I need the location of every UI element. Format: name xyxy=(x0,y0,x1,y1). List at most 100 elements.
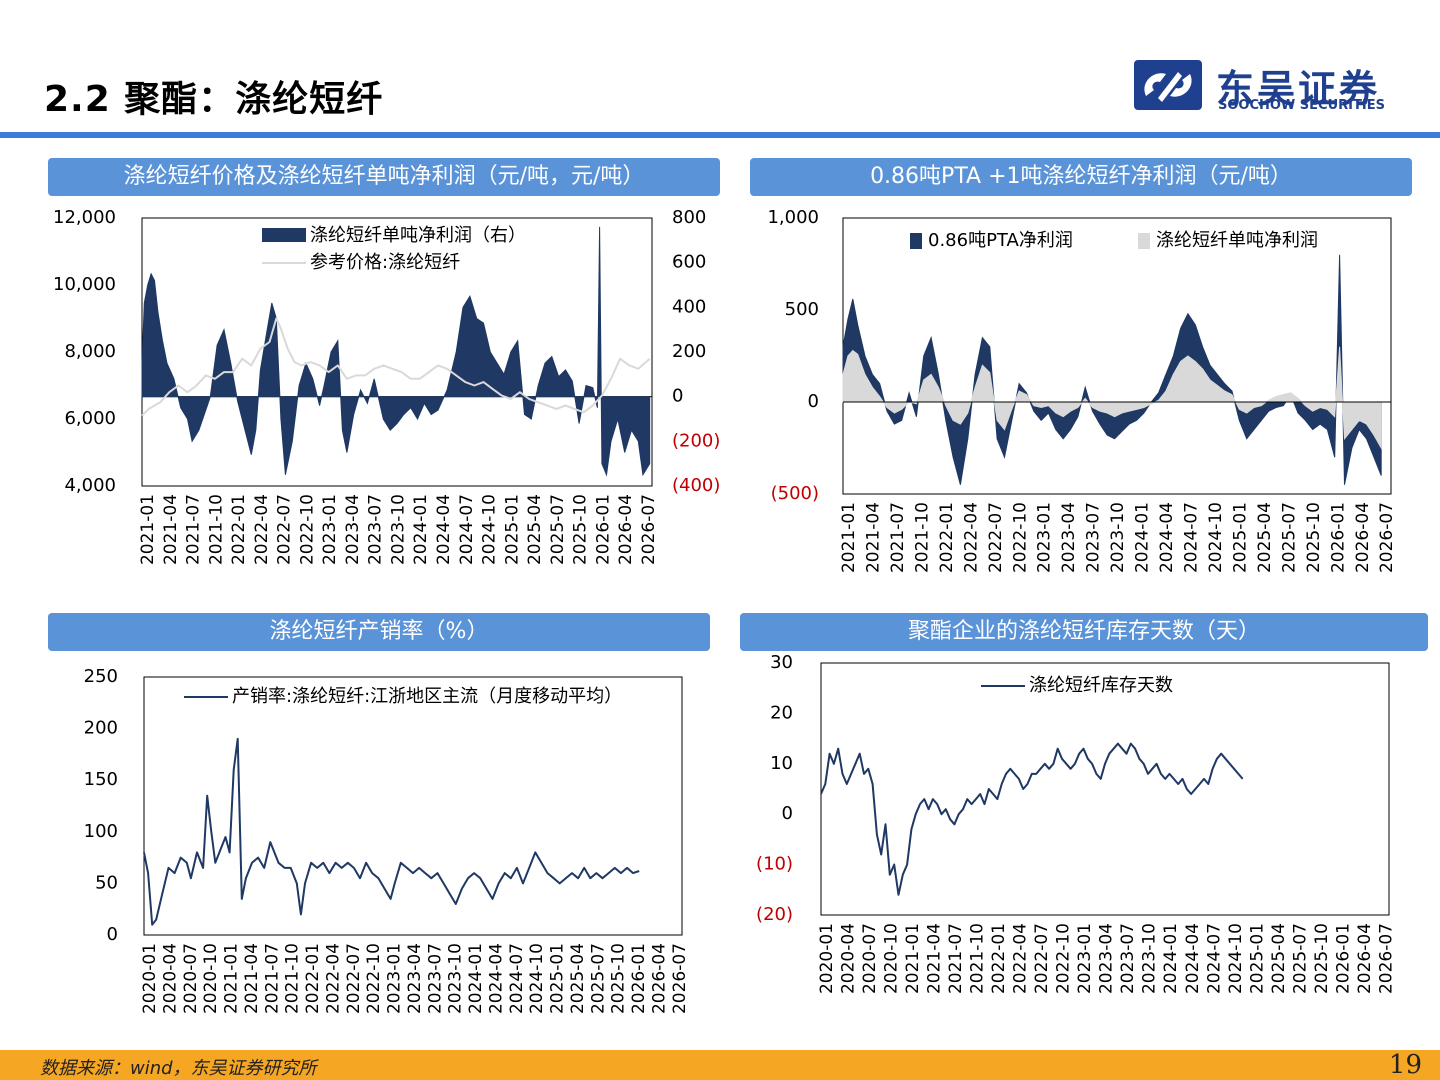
y-tick-label: 400 xyxy=(672,296,706,317)
y-tick-label: 200 xyxy=(84,718,118,739)
x-tick-label: 2023-07 xyxy=(1118,923,1138,994)
y-tick-label: 150 xyxy=(84,769,118,790)
source-note: 数据来源：wind，东吴证券研究所 xyxy=(40,1058,317,1079)
fiber-profit-bars xyxy=(842,346,1382,450)
legend-fiber-profit-swatch xyxy=(1138,233,1150,249)
x-tick-label: 2025-04 xyxy=(525,494,545,565)
x-tick-label: 2024-07 xyxy=(1182,502,1202,573)
x-tick-label: 2021-07 xyxy=(184,494,204,565)
x-tick-label: 2022-10 xyxy=(364,943,384,1014)
x-tick-label: 2020-07 xyxy=(860,923,880,994)
x-tick-label: 2021-01 xyxy=(138,494,158,565)
x-tick-label: 2023-10 xyxy=(1140,923,1160,994)
x-tick-label: 2024-07 xyxy=(507,943,527,1014)
x-tick-label: 2023-01 xyxy=(1035,502,1055,573)
x-tick-label: 2024-04 xyxy=(434,494,454,565)
x-tick-label: 2022-01 xyxy=(989,923,1009,994)
x-tick-label: 2020-04 xyxy=(160,943,180,1014)
x-tick-label: 2023-04 xyxy=(1059,502,1079,573)
x-tick-label: 2024-10 xyxy=(1226,923,1246,994)
x-tick-label: 2022-10 xyxy=(1054,923,1074,994)
y-tick-label: 0 xyxy=(808,391,819,412)
x-tick-label: 2025-01 xyxy=(548,943,568,1014)
panel-title-sales-ratio: 涤纶短纤产销率（%） xyxy=(48,613,710,651)
panel-title-inventory-days: 聚酯企业的涤纶短纤库存天数（天） xyxy=(740,613,1428,651)
x-tick-label: 2024-01 xyxy=(466,943,486,1014)
y-tick-label: (500) xyxy=(771,483,819,504)
inventory-days-line xyxy=(820,742,1244,896)
chart-sales-ratio: 250 200 150 100 50 0 2020-01 2020-04 2020-07 2020… xyxy=(40,655,700,1040)
legend-inventory-days-label: 涤纶短纤库存天数 xyxy=(1029,675,1173,696)
x-tick-label: 2024-07 xyxy=(457,494,477,565)
x-tick-label: 2022-04 xyxy=(961,502,981,573)
x-tick-label: 2023-04 xyxy=(1097,923,1117,994)
x-tick-label: 2021-01 xyxy=(839,502,859,573)
footer-bar xyxy=(0,1050,1440,1080)
legend-sales-ratio-label: 产销率:涤纶短纤:江浙地区主流（月度移动平均） xyxy=(232,686,622,707)
x-tick-label: 2024-04 xyxy=(1157,502,1177,573)
x-tick-label: 2025-10 xyxy=(609,943,629,1014)
x-tick-label: 2024-04 xyxy=(1183,923,1203,994)
x-tick-label: 2023-01 xyxy=(1075,923,1095,994)
x-tick-label: 2022-01 xyxy=(303,943,323,1014)
panel-title-fiber-price: 涤纶短纤价格及涤纶短纤单吨净利润（元/吨，元/吨） xyxy=(48,158,720,196)
x-tick-label: 2024-01 xyxy=(1133,502,1153,573)
y-tick-label: 12,000 xyxy=(53,207,116,228)
x-tick-label: 2020-01 xyxy=(817,923,837,994)
y-tick-label: 1,000 xyxy=(767,207,819,228)
y-tick-label: 600 xyxy=(672,252,706,273)
x-tick-label: 2023-01 xyxy=(320,494,340,565)
legend-profit-swatch xyxy=(262,228,306,242)
x-tick-label: 2024-10 xyxy=(1206,502,1226,573)
x-tick-label: 2023-04 xyxy=(343,494,363,565)
x-tick-label: 2025-10 xyxy=(1304,502,1324,573)
chart-pta-fiber-profit: 1,000 500 0 (500) 2021-01 2021-04 2021-07 2021-… xyxy=(745,200,1410,600)
x-tick-label: 2020-10 xyxy=(201,943,221,1014)
x-tick-label: 2025-04 xyxy=(1255,502,1275,573)
x-tick-label: 2024-01 xyxy=(411,494,431,565)
logo-mark-icon xyxy=(1134,60,1202,110)
x-tick-label: 2024-07 xyxy=(1204,923,1224,994)
legend-price-label: 参考价格:涤纶短纤 xyxy=(310,252,460,273)
chart-pta-fiber-profit-svg: 1,000 500 0 (500) 2021-01 2021-04 2021-07 2021-… xyxy=(767,207,1397,573)
x-tick-label: 2021-01 xyxy=(222,943,242,1014)
y-tick-label: 50 xyxy=(95,872,118,893)
x-tick-label: 2026-04 xyxy=(1355,923,1375,994)
x-tick-label: 2023-07 xyxy=(425,943,445,1014)
y-tick-label: (200) xyxy=(672,430,720,451)
y-tick-label: 20 xyxy=(770,702,793,723)
page-number: 19 xyxy=(1388,1050,1422,1080)
x-tick-label: 2020-04 xyxy=(839,923,859,994)
x-tick-label: 2025-10 xyxy=(571,494,591,565)
y-tick-label: 10 xyxy=(770,753,793,774)
x-tick-label: 2026-04 xyxy=(1353,502,1373,573)
x-tick-label: 2022-07 xyxy=(1032,923,1052,994)
x-tick-label: 2020-10 xyxy=(882,923,902,994)
logo-cn-text: 东吴证券 xyxy=(1216,67,1381,111)
x-tick-label: 2023-01 xyxy=(385,943,405,1014)
chart-fiber-price-profit-svg: 12,000 10,000 8,000 6,000 4,000 800 600 400 200 0… xyxy=(53,207,720,565)
y-tick-label: 500 xyxy=(785,299,819,320)
x-tick-label: 2026-07 xyxy=(670,943,690,1014)
x-tick-label: 2026-01 xyxy=(1328,502,1348,573)
y-tick-label: 30 xyxy=(770,655,793,673)
panel-title-pta-profit: 0.86吨PTA +1吨涤纶短纤净利润（元/吨） xyxy=(750,158,1412,196)
x-tick-label: 2025-07 xyxy=(1279,502,1299,573)
x-tick-label: 2021-04 xyxy=(161,494,181,565)
x-tick-label: 2026-01 xyxy=(629,943,649,1014)
x-tick-label: 2023-10 xyxy=(1108,502,1128,573)
y-tick-label: 10,000 xyxy=(53,274,116,295)
x-tick-label: 2024-10 xyxy=(527,943,547,1014)
x-tick-label: 2022-07 xyxy=(344,943,364,1014)
x-tick-label: 2020-07 xyxy=(181,943,201,1014)
x-tick-label: 2021-07 xyxy=(888,502,908,573)
x-tick-label: 2021-10 xyxy=(206,494,226,565)
legend-pta-profit-label: 0.86吨PTA净利润 xyxy=(928,230,1073,251)
x-tick-label: 2026-07 xyxy=(1377,502,1397,573)
legend-pta-profit-swatch xyxy=(910,233,922,249)
x-tick-label: 2021-04 xyxy=(925,923,945,994)
x-tick-label: 2025-04 xyxy=(568,943,588,1014)
profit-bars xyxy=(141,226,651,477)
x-tick-label: 2026-04 xyxy=(616,494,636,565)
y-tick-label: 8,000 xyxy=(64,341,116,362)
